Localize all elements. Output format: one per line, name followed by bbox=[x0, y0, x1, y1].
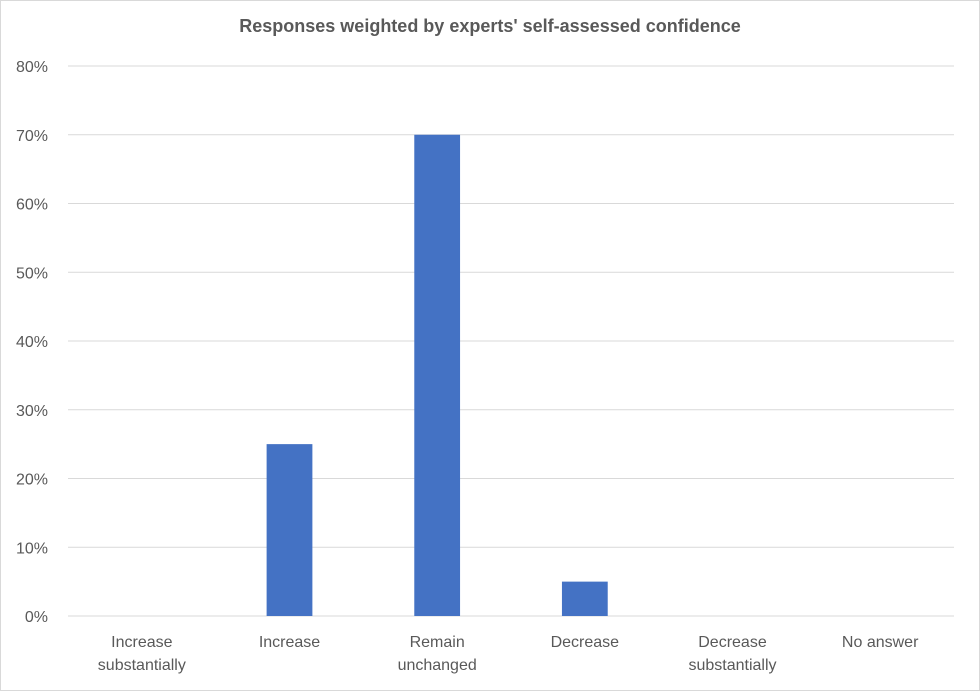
x-category-label: Decrease bbox=[551, 634, 620, 651]
bar bbox=[561, 581, 608, 616]
x-category-label: Increase bbox=[111, 634, 172, 651]
x-category-label: Decrease bbox=[698, 634, 767, 651]
y-tick-label: 70% bbox=[16, 128, 48, 145]
y-tick-label: 20% bbox=[16, 472, 48, 489]
x-category-label: Remain bbox=[410, 634, 465, 651]
bar bbox=[266, 444, 313, 616]
y-tick-label: 10% bbox=[16, 540, 48, 557]
y-tick-label: 60% bbox=[16, 197, 48, 214]
x-category-label: Increase bbox=[259, 634, 320, 651]
x-category-label: unchanged bbox=[398, 657, 477, 674]
x-category-label: substantially bbox=[98, 657, 186, 674]
y-tick-label: 50% bbox=[16, 265, 48, 282]
bar bbox=[414, 134, 461, 616]
chart-title: Responses weighted by experts' self-asse… bbox=[239, 16, 741, 36]
x-category-label: substantially bbox=[688, 657, 776, 674]
x-category-label: No answer bbox=[842, 634, 919, 651]
y-tick-label: 0% bbox=[25, 609, 48, 626]
y-tick-label: 80% bbox=[16, 59, 48, 76]
y-tick-label: 30% bbox=[16, 403, 48, 420]
y-tick-label: 40% bbox=[16, 334, 48, 351]
